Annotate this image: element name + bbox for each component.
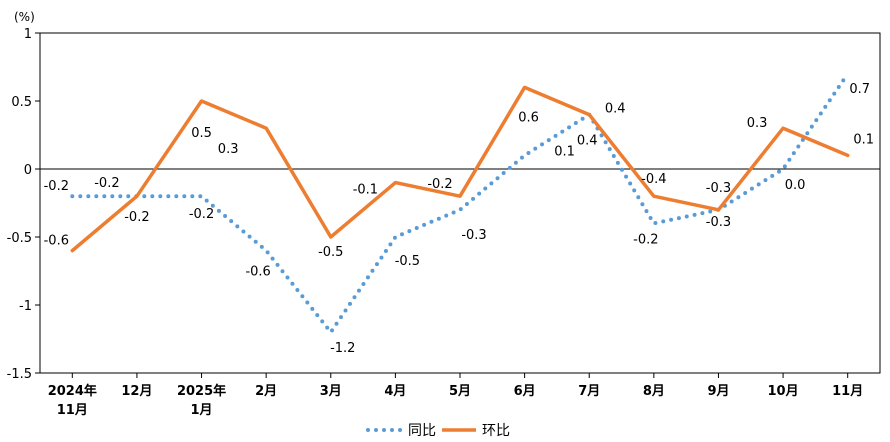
x-tick-label: 5月: [449, 384, 471, 399]
y-tick-label: -1.5: [7, 367, 32, 382]
data-label: 0.0: [785, 178, 806, 193]
data-labels: -0.2 -0.2-0.2-0.6-1.2-0.5-0.30.10.4-0.2-0…: [44, 82, 874, 356]
legend-label-yoy: 同比: [408, 423, 436, 439]
data-label: 0.3: [218, 142, 239, 157]
x-tick-label: 9月: [707, 384, 729, 399]
data-label: -0.1: [353, 183, 378, 198]
data-label: -0.3: [706, 215, 731, 230]
data-label: -0.6: [44, 234, 69, 249]
data-label: -0.3: [706, 181, 731, 196]
x-tick-label: 7月: [578, 384, 600, 399]
x-tick-label: 4月: [384, 384, 406, 399]
y-tick-label: -1: [19, 299, 32, 314]
x-tick-label: 2月: [255, 384, 277, 399]
data-label: -0.2: [633, 232, 658, 247]
y-tick-label: 0: [24, 163, 32, 178]
series-layer: [70, 71, 850, 335]
data-label: 0.6: [518, 110, 539, 125]
data-label: 0.1: [853, 132, 874, 147]
x-tick-label: 6月: [514, 384, 536, 399]
data-label: -1.2: [330, 341, 355, 356]
data-label: -0.2: [427, 177, 452, 192]
data-label: -0.4: [641, 172, 666, 187]
x-tick-label: 2025年 1月: [177, 383, 226, 418]
x-tick-label: 3月: [320, 384, 342, 399]
data-label: 0.7: [849, 82, 870, 97]
data-label: 0.1: [554, 144, 575, 159]
y-axis-ticks: 1 0.5 0 -0.5 -1 -1.5: [7, 27, 40, 382]
y-axis-unit-label: (%): [14, 10, 35, 24]
x-tick-label: 11月: [832, 384, 863, 399]
y-tick-label: 0.5: [11, 95, 32, 110]
data-label: 0.3: [747, 116, 768, 131]
y-tick-label: 1: [24, 27, 32, 42]
data-label: -0.5: [395, 254, 420, 269]
x-tick-label: 10月: [768, 384, 799, 399]
data-label: -0.2: [124, 210, 149, 225]
data-label: 0.4: [577, 134, 598, 149]
data-label: 0.5: [191, 126, 212, 141]
data-label: -0.2: [94, 176, 119, 191]
data-label: -0.5: [318, 245, 343, 260]
x-tick-label: 12月: [121, 384, 152, 399]
data-label: 0.4: [605, 102, 626, 117]
data-label: -0.2: [44, 179, 69, 194]
data-label: -0.2: [189, 207, 214, 222]
y-tick-label: -0.5: [7, 231, 32, 246]
x-tick-label: 2024年 11月: [48, 383, 97, 418]
chart-legend: 同比 环比: [366, 423, 510, 439]
x-axis-ticks: 2024年 11月 12月 2025年 1月 2月 3月 4月 5月 6月 7月 8月 9月 10月 11月: [48, 373, 863, 418]
data-label: -0.6: [245, 265, 270, 280]
legend-label-mom: 环比: [482, 423, 510, 439]
data-label: -0.3: [461, 228, 486, 243]
chart-axes: [39, 32, 881, 374]
x-tick-label: 8月: [643, 384, 665, 399]
plot-area-border: [39, 32, 881, 374]
series-line-yoy: [70, 71, 850, 335]
